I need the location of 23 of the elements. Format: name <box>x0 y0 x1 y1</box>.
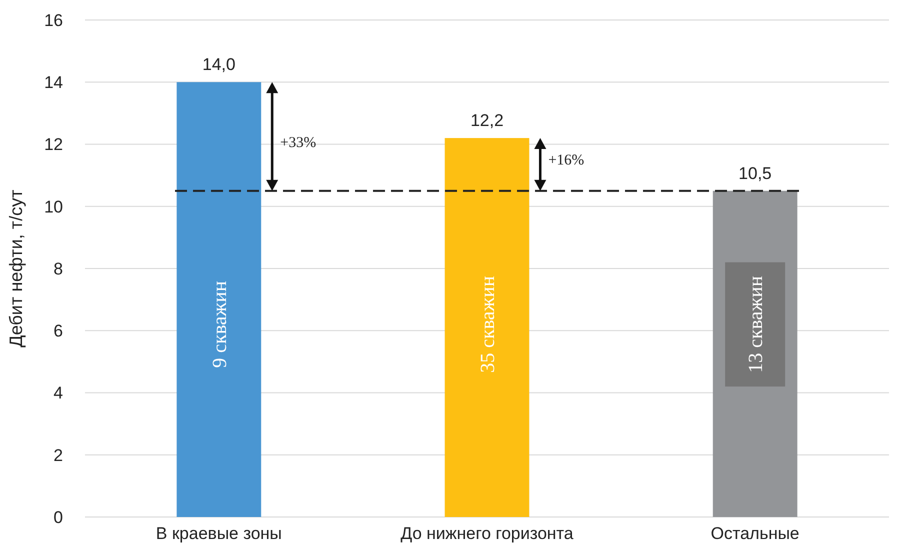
data-label: 10,5 <box>738 164 772 183</box>
annotation: +33% <box>280 135 316 152</box>
y-tick-label: 2 <box>54 446 63 465</box>
x-tick-label: В краевые зоны <box>156 524 282 543</box>
x-tick-label: Остальные <box>710 524 800 543</box>
y-tick-label: 16 <box>44 10 63 30</box>
bar <box>444 138 530 517</box>
data-label: 12,2 <box>470 111 504 130</box>
y-tick-label: 12 <box>44 135 63 154</box>
y-tick-label: 14 <box>44 73 63 92</box>
y-tick-label: 0 <box>54 508 63 527</box>
bar <box>176 82 262 517</box>
annotation: +16% <box>548 152 584 168</box>
y-tick-label: 10 <box>44 197 63 216</box>
annotation: 35 скважин <box>477 276 499 373</box>
data-label: 14,0 <box>202 55 236 74</box>
y-tick-label: 4 <box>54 384 63 403</box>
annotation: 13 скважин <box>745 276 768 373</box>
y-tick-label: 6 <box>54 322 63 341</box>
annotation: 9 скважин <box>208 280 231 368</box>
y-axis-title: Дебит нефти, т/сут <box>6 190 26 348</box>
y-tick-label: 8 <box>54 259 63 278</box>
x-tick-label: До нижнего горизонта <box>400 524 574 543</box>
